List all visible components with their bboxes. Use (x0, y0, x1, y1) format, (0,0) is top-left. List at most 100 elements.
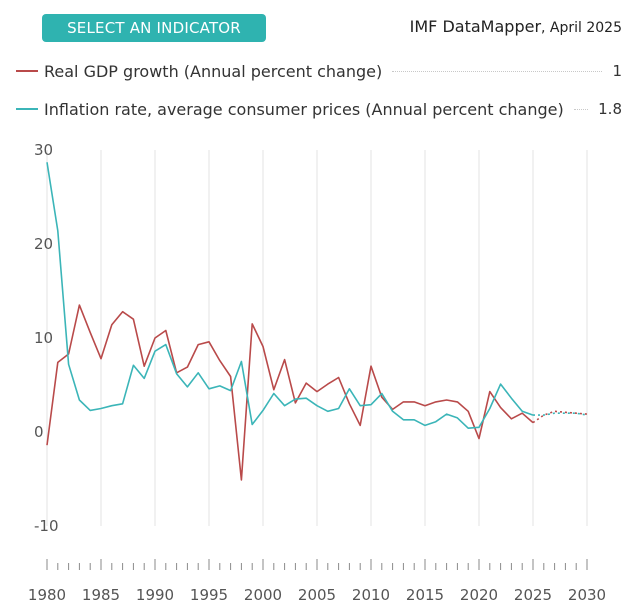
x-tick-label-1980: 1980 (28, 586, 66, 604)
data-point-gdp-1997 (228, 374, 232, 378)
data-point-inflation-1992 (174, 372, 178, 376)
x-tick-label-2020: 2020 (460, 586, 498, 604)
x-tick-label-2005: 2005 (298, 586, 336, 604)
legend-swatch-inflation (16, 108, 38, 110)
data-point-inflation-1987 (120, 402, 124, 406)
data-point-inflation-1985 (99, 406, 103, 410)
data-point-gdp-2000 (261, 344, 265, 348)
data-point-gdp-1993 (185, 365, 189, 369)
x-tick-label-2030: 2030 (568, 586, 606, 604)
data-point-inflation-1998 (239, 359, 243, 363)
data-point-inflation-2008 (347, 387, 351, 391)
data-point-gdp-1995 (207, 340, 211, 344)
data-point-gdp-2008 (347, 402, 351, 406)
data-point-inflation-2020 (477, 425, 481, 429)
x-tick-label-2015: 2015 (406, 586, 444, 604)
data-point-gdp-2009 (358, 423, 362, 427)
data-point-gdp-2003 (293, 401, 297, 405)
data-point-gdp-2013 (401, 400, 405, 404)
series-line-gdp (46, 304, 534, 481)
data-point-gdp-2007 (336, 375, 340, 379)
data-point-gdp-2014 (412, 400, 416, 404)
data-point-inflation-1996 (218, 384, 222, 388)
data-point-gdp-2005 (315, 389, 319, 393)
data-point-inflation-2028 (563, 411, 567, 415)
series-forecast-line-inflation (533, 412, 588, 416)
data-point-inflation-2030 (585, 413, 589, 417)
data-point-gdp-2016 (434, 400, 438, 404)
data-point-inflation-2014 (412, 418, 416, 422)
data-point-gdp-2019 (466, 409, 470, 413)
data-point-gdp-1991 (164, 328, 168, 332)
brand-name: IMF DataMapper (409, 17, 542, 36)
legend-value-gdp: 1 (612, 62, 622, 80)
legend-leader-gdp (392, 70, 603, 72)
data-point-gdp-2022 (498, 405, 502, 409)
select-indicator-button[interactable]: SELECT AN INDICATOR (42, 14, 266, 42)
data-point-gdp-1996 (218, 358, 222, 362)
data-point-inflation-2025 (531, 413, 535, 417)
data-point-inflation-2007 (336, 406, 340, 410)
data-point-inflation-2010 (369, 403, 373, 407)
data-point-inflation-1988 (131, 363, 135, 367)
data-point-gdp-2018 (455, 400, 459, 404)
data-point-inflation-1989 (142, 376, 146, 380)
data-point-gdp-1998 (239, 478, 243, 482)
legend-item-inflation[interactable]: Inflation rate, average consumer prices … (16, 98, 622, 120)
data-point-inflation-2019 (466, 426, 470, 430)
data-point-inflation-2021 (488, 406, 492, 410)
data-point-inflation-2002 (282, 404, 286, 408)
data-point-gdp-2023 (509, 417, 513, 421)
data-point-gdp-2006 (326, 382, 330, 386)
data-point-inflation-1991 (164, 342, 168, 346)
data-point-inflation-2004 (304, 396, 308, 400)
data-point-inflation-1982 (66, 362, 70, 366)
data-point-gdp-2015 (423, 404, 427, 408)
data-point-inflation-1993 (185, 385, 189, 389)
data-point-inflation-2015 (423, 423, 427, 427)
x-tick-label-2025: 2025 (514, 586, 552, 604)
data-point-gdp-1987 (120, 310, 124, 314)
data-point-gdp-1981 (56, 360, 60, 364)
data-point-gdp-1990 (153, 336, 157, 340)
data-point-inflation-2011 (380, 391, 384, 395)
data-point-gdp-1980 (45, 443, 49, 447)
data-point-inflation-1994 (196, 371, 200, 375)
data-point-inflation-1980 (45, 160, 49, 164)
data-point-gdp-2010 (369, 364, 373, 368)
legend-label-inflation: Inflation rate, average consumer prices … (44, 99, 564, 119)
data-point-inflation-2023 (509, 396, 513, 400)
data-point-inflation-1984 (88, 408, 92, 412)
data-point-inflation-2003 (293, 397, 297, 401)
legend-swatch-gdp (16, 70, 38, 72)
data-point-gdp-2002 (282, 357, 286, 361)
legend-item-gdp[interactable]: Real GDP growth (Annual percent change) … (16, 60, 622, 82)
data-point-inflation-2006 (326, 409, 330, 413)
x-tick-label-1985: 1985 (82, 586, 120, 604)
data-point-gdp-1985 (99, 357, 103, 361)
data-point-gdp-1986 (110, 323, 114, 327)
data-point-gdp-2001 (272, 388, 276, 392)
data-point-inflation-2013 (401, 418, 405, 422)
data-point-inflation-2029 (574, 411, 578, 415)
legend-leader-inflation (573, 108, 589, 110)
data-point-inflation-1990 (153, 349, 157, 353)
data-point-inflation-1999 (250, 422, 254, 426)
data-point-gdp-1988 (131, 317, 135, 321)
x-tick-label-1990: 1990 (136, 586, 174, 604)
data-point-inflation-2016 (434, 420, 438, 424)
data-point-inflation-1981 (56, 229, 60, 233)
y-tick-label-10: 10 (34, 329, 53, 347)
data-point-inflation-1997 (228, 388, 232, 392)
imf-datamapper-brand: IMF DataMapper, April 2025 (410, 17, 622, 36)
data-point-inflation-2001 (272, 391, 276, 395)
x-tick-label-2010: 2010 (352, 586, 390, 604)
data-point-gdp-1999 (250, 322, 254, 326)
edition-date: , April 2025 (541, 20, 622, 36)
series-line-inflation (46, 162, 534, 430)
data-point-inflation-2000 (261, 408, 265, 412)
data-point-inflation-2027 (552, 411, 556, 415)
y-tick-label--10: -10 (34, 517, 59, 535)
data-point-gdp-2017 (444, 398, 448, 402)
